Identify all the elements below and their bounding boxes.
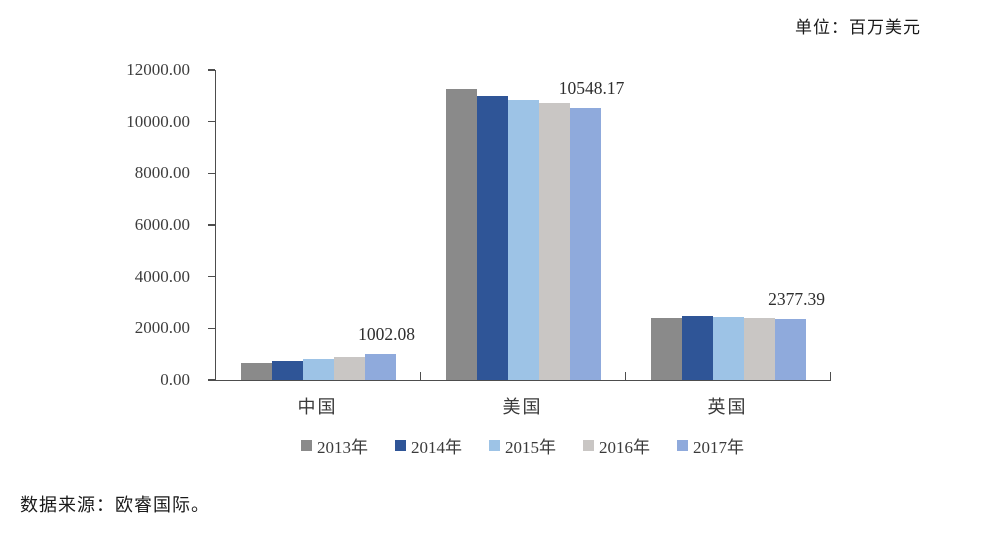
legend: 2013年 2014年 2015年 2016年 2017年 xyxy=(215,433,830,458)
x-axis-tick xyxy=(420,372,422,381)
legend-item-2015年: 2015年 xyxy=(489,433,556,458)
plot-area: 1002.08 10548.17 2377.39 xyxy=(215,70,831,381)
bar-2016年-英国 xyxy=(744,318,775,380)
legend-item-2013年: 2013年 xyxy=(301,433,368,458)
legend-swatch-icon xyxy=(489,440,500,451)
y-tick-label: 6000.00 xyxy=(134,215,190,234)
bar-2015年-美国 xyxy=(508,100,539,380)
y-tick-label: 2000.00 xyxy=(134,318,190,338)
bar-2017年-美国 xyxy=(570,107,601,380)
legend-label: 2016年 xyxy=(599,438,650,457)
bar-2016年-中国 xyxy=(334,356,365,380)
bar-2015年-中国 xyxy=(303,358,334,380)
legend-label: 2017年 xyxy=(693,438,744,457)
y-axis-tick xyxy=(208,224,215,226)
y-tick-label: 0.00 xyxy=(160,370,190,389)
y-tick-label: 4000.00 xyxy=(134,266,190,286)
legend-item-2017年: 2017年 xyxy=(677,433,744,458)
bar-2014年-中国 xyxy=(272,360,303,380)
y-tick-label: 10000.00 xyxy=(126,111,190,131)
y-axis-tick xyxy=(208,275,215,278)
category-label-中国: 中国 xyxy=(297,397,338,417)
bar-2016年-美国 xyxy=(539,103,570,380)
legend-swatch-icon xyxy=(301,440,312,451)
legend-item-2014年: 2014年 xyxy=(395,433,462,458)
y-axis-tick xyxy=(208,327,215,330)
bar-2017年-英国 xyxy=(775,318,806,380)
y-axis-tick xyxy=(208,69,215,71)
bar-2015年-英国 xyxy=(713,317,744,380)
data-label-美国: 10548.17 xyxy=(558,77,625,98)
x-axis-tick xyxy=(830,372,832,381)
y-tick-label: 8000.00 xyxy=(134,163,190,183)
y-axis-tick xyxy=(208,379,215,381)
legend-swatch-icon xyxy=(395,440,406,451)
data-label-英国: 2377.39 xyxy=(768,288,825,309)
bar-2014年-英国 xyxy=(682,316,713,380)
bar-2013年-中国 xyxy=(241,363,272,380)
source-note: 数据来源：欧睿国际。 xyxy=(20,495,210,515)
y-tick-label: 12000.00 xyxy=(126,60,190,79)
x-axis-tick xyxy=(625,372,627,381)
legend-item-2016年: 2016年 xyxy=(583,433,650,458)
legend-label: 2015年 xyxy=(505,438,556,457)
legend-label: 2014年 xyxy=(411,438,462,457)
legend-swatch-icon xyxy=(677,440,688,451)
y-axis-tick xyxy=(208,120,215,123)
legend-label: 2013年 xyxy=(317,438,368,457)
bar-2013年-美国 xyxy=(446,89,477,380)
category-label-英国: 英国 xyxy=(707,397,748,417)
bar-2013年-英国 xyxy=(651,318,682,380)
category-label-美国: 美国 xyxy=(502,397,543,417)
y-axis-tick xyxy=(208,172,215,175)
unit-label: 单位：百万美元 xyxy=(795,18,921,37)
bar-2014年-美国 xyxy=(477,96,508,380)
legend-swatch-icon xyxy=(583,440,594,451)
bar-2017年-中国 xyxy=(365,354,396,380)
data-label-中国: 1002.08 xyxy=(358,324,415,345)
